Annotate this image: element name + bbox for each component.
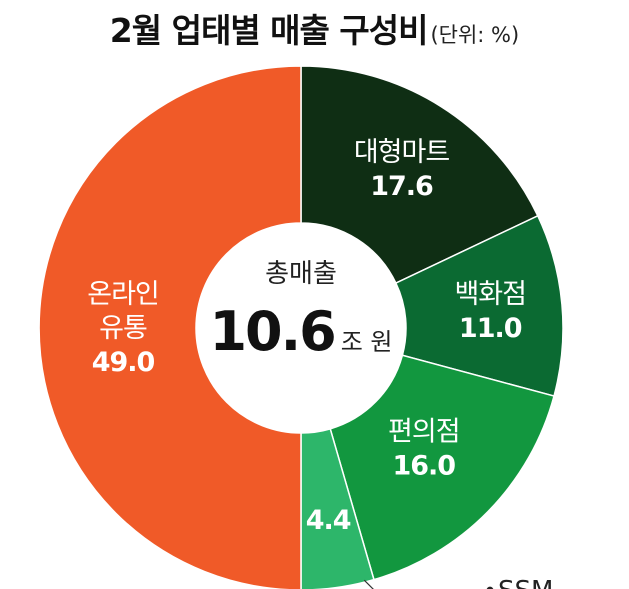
slice-백화점: [394, 214, 564, 398]
category-label-편의점: 편의점: [388, 416, 460, 447]
chart-title: 2월 업태별 매출 구성비: [109, 11, 429, 50]
center-total-value: 10.6: [209, 300, 334, 363]
ssm-callout-line: [363, 579, 374, 589]
value-label-백화점: 11.0: [459, 313, 522, 344]
category-label-대형마트: 대형마트: [354, 137, 450, 168]
slice-SSM: [300, 427, 375, 589]
category-label-온라인-유통: 온라인 유통: [87, 279, 159, 344]
value-label-대형마트: 17.6: [370, 171, 433, 202]
chart-title-row: 2월 업태별 매출 구성비 (단위: %): [0, 4, 629, 50]
value-label-SSM: 4.4: [306, 505, 351, 536]
category-label-백화점: 백화점: [454, 279, 526, 310]
center-label: 총매출: [265, 259, 337, 289]
value-label-온라인-유통: 49.0: [92, 347, 155, 378]
ssm-callout-label: SSM: [498, 576, 553, 589]
slice-대형마트: [300, 65, 539, 285]
ssm-callout-dot: [486, 586, 494, 589]
center-total: 10.6 조 원: [209, 300, 392, 363]
unit-label: (단위: %): [430, 23, 520, 47]
slice-편의점: [329, 354, 555, 581]
center-total-unit: 조 원: [341, 328, 393, 356]
value-label-편의점: 16.0: [392, 450, 455, 481]
slice-온라인-유통: [38, 65, 302, 589]
